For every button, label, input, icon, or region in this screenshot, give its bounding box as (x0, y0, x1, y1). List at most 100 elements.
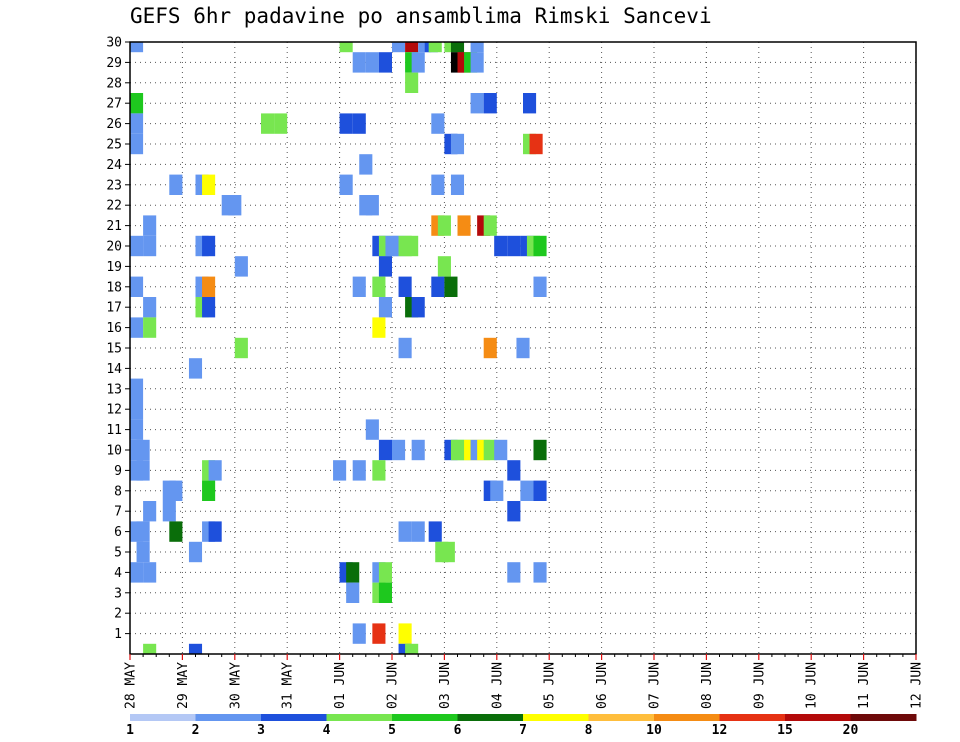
y-tick-label: 30 (106, 36, 122, 51)
heatmap-cell (130, 562, 144, 583)
heatmap-cell (457, 215, 471, 236)
y-tick-label: 4 (114, 566, 122, 581)
heatmap-cell (444, 276, 458, 297)
heatmap-cell (188, 643, 203, 654)
heatmap-cell (533, 439, 547, 461)
heatmap-cell (234, 256, 248, 277)
heatmap-cell (169, 480, 183, 501)
legend-swatch (130, 714, 196, 721)
y-tick-label: 1 (114, 627, 122, 642)
heatmap-cell (169, 174, 183, 195)
heatmap-cells (130, 42, 547, 654)
heatmap-cell (333, 460, 347, 481)
heatmap-cell (143, 215, 157, 236)
legend-swatch (261, 714, 327, 721)
y-tick-label: 15 (106, 342, 122, 357)
heatmap-cell (470, 42, 484, 53)
color-legend: 1 2 3 4 5 6 7 8 10 12 15 20 (126, 714, 917, 738)
legend-label: 10 (646, 723, 662, 738)
x-tick-label: 01 JUN (333, 662, 348, 709)
heatmap-cell (483, 439, 497, 461)
heatmap-cell (431, 174, 445, 195)
heatmap-cell (143, 643, 157, 654)
legend-swatch (195, 714, 262, 721)
heatmap-cell (529, 133, 543, 155)
x-tick-label: 30 MAY (228, 662, 243, 709)
legend-label: 7 (519, 723, 527, 738)
heatmap-cell (339, 174, 353, 195)
y-tick-label: 24 (106, 158, 122, 173)
heatmap-cell (398, 623, 412, 644)
heatmap-cell (428, 521, 442, 542)
heatmap-cell (507, 460, 521, 481)
y-tick-label: 20 (106, 240, 122, 255)
heatmap-cell (378, 582, 392, 603)
x-tick-label: 12 JUN (910, 662, 925, 709)
y-tick-label: 7 (114, 505, 122, 520)
heatmap-cell (516, 337, 530, 359)
y-tick-label: 28 (106, 76, 122, 91)
heatmap-cell (378, 52, 392, 73)
heatmap-cell (470, 52, 484, 73)
x-tick-label: 10 JUN (805, 662, 820, 709)
heatmap-cell (428, 42, 442, 53)
heatmap-cell (143, 501, 157, 522)
heatmap-cell (398, 643, 412, 654)
legend-label: 12 (712, 723, 728, 738)
heatmap-cell (143, 562, 157, 583)
heatmap-cell (392, 439, 406, 461)
legend-label: 4 (323, 723, 331, 738)
legend-label: 20 (843, 723, 859, 738)
x-tick-label: 07 JUN (648, 662, 663, 709)
heatmap-cell (143, 297, 157, 318)
y-tick-label: 9 (114, 464, 122, 479)
y-tick-label: 18 (106, 280, 122, 295)
heatmap-cell (143, 235, 157, 257)
heatmap-cell (437, 256, 451, 277)
y-tick-label: 26 (106, 117, 122, 132)
heatmap-cell (143, 317, 157, 338)
y-tick-label: 2 (114, 607, 122, 622)
heatmap-cell (130, 419, 144, 440)
x-tick-label: 09 JUN (752, 662, 767, 709)
heatmap-cell (507, 562, 521, 583)
heatmap-cell (372, 276, 386, 297)
heatmap-cell (202, 235, 216, 257)
heatmap-cell (450, 174, 465, 195)
y-axis: 1234567891011121314151617181920212223242… (106, 36, 130, 642)
legend-label: 8 (585, 723, 593, 738)
x-tick-label: 05 JUN (543, 662, 558, 709)
heatmap-cell (405, 42, 419, 53)
heatmap-cell (533, 480, 547, 501)
legend-swatch (326, 714, 393, 721)
heatmap-cell (136, 439, 150, 461)
heatmap-cell (188, 541, 203, 563)
y-tick-label: 17 (106, 301, 122, 316)
heatmap-cell (365, 195, 379, 216)
heatmap-cell (365, 419, 379, 440)
y-tick-label: 27 (106, 97, 122, 112)
heatmap-cell (130, 276, 144, 297)
x-tick-label: 31 MAY (281, 662, 296, 709)
chart-title: GEFS 6hr padavine po ansamblima Rimski S… (130, 4, 712, 28)
heatmap-cell (208, 521, 222, 542)
heatmap-cell (359, 154, 373, 175)
heatmap-cell (136, 460, 150, 481)
heatmap-cell (261, 113, 275, 134)
heatmap-cell (352, 623, 366, 644)
x-tick-label: 08 JUN (700, 662, 715, 709)
heatmap-cell (130, 42, 144, 53)
heatmap-cell (520, 480, 534, 501)
heatmap-cell (392, 42, 406, 53)
heatmap-cell (372, 623, 386, 644)
heatmap-cell (169, 521, 183, 542)
heatmap-cell (228, 195, 242, 216)
heatmap-cell (437, 215, 451, 236)
heatmap-cell (234, 337, 248, 359)
x-tick-label: 03 JUN (438, 662, 453, 709)
y-tick-label: 23 (106, 178, 122, 193)
heatmap-cell (398, 276, 412, 297)
y-tick-label: 16 (106, 321, 122, 336)
y-tick-label: 12 (106, 403, 122, 418)
